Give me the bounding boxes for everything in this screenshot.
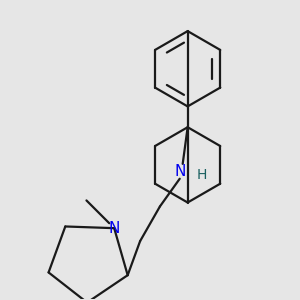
Text: H: H xyxy=(196,168,207,182)
Text: N: N xyxy=(174,164,185,179)
Text: N: N xyxy=(109,221,120,236)
